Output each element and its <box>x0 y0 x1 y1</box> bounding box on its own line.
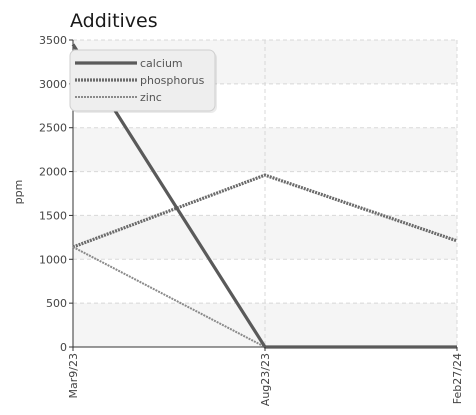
y-axis-label: ppm <box>12 180 25 205</box>
legend-label-phosphorus: phosphorus <box>140 74 205 87</box>
y-tick-label: 500 <box>46 297 67 310</box>
y-tick-label: 1000 <box>39 253 67 266</box>
legend-label-zinc: zinc <box>140 91 162 104</box>
y-tick-label: 2500 <box>39 122 67 135</box>
y-tick-label: 2000 <box>39 166 67 179</box>
x-tick-label: Feb27/24 <box>451 353 464 404</box>
legend: calcium phosphorus zinc <box>69 49 217 113</box>
grid-band <box>73 127 457 172</box>
grid-band <box>73 303 457 347</box>
legend-box <box>69 49 216 112</box>
y-tick-label: 3500 <box>39 34 67 47</box>
y-tick-label: 3000 <box>39 78 67 91</box>
series-line-phosphorus <box>72 173 458 249</box>
x-tick-label: Mar9/23 <box>67 353 80 398</box>
y-tick-label: 0 <box>60 341 67 354</box>
legend-label-calcium: calcium <box>140 57 183 70</box>
y-tick-label: 1500 <box>39 209 67 222</box>
chart-title: Additives <box>70 10 158 32</box>
x-tick-label: Aug23/23 <box>259 353 272 406</box>
